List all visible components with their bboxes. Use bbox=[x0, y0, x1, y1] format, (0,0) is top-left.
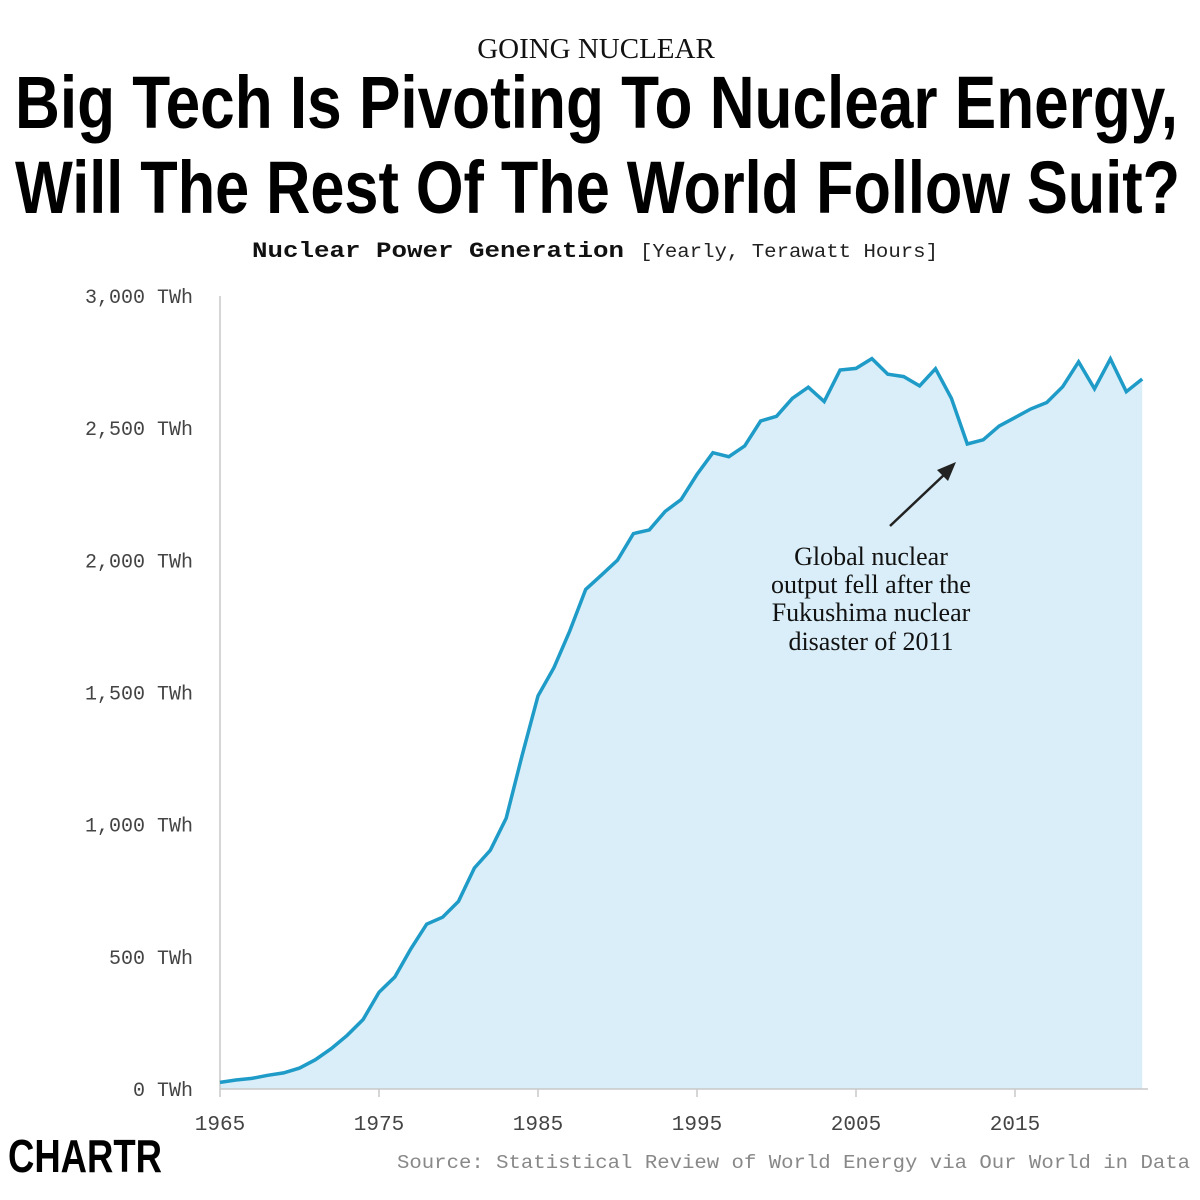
chartr-logo: CHARTR bbox=[8, 1130, 162, 1182]
source-note: Source: Statistical Review of World Ener… bbox=[397, 1152, 1190, 1174]
headline-line-1: Big Tech Is Pivoting To Nuclear Energy, bbox=[15, 61, 1178, 144]
y-tick-label: 1,000 TWh bbox=[85, 816, 193, 839]
x-tick-label: 1965 bbox=[195, 1114, 245, 1137]
y-axis-ticks: 0 TWh 500 TWh 1,000 TWh 1,500 TWh 2,000 TWh 2… bbox=[85, 287, 193, 1103]
y-tick-label: 3,000 TWh bbox=[85, 287, 193, 310]
chart-subtitle: [Yearly, Terawatt Hours] bbox=[640, 241, 938, 263]
annotation-arrow-head-icon bbox=[937, 462, 956, 481]
y-tick-label: 0 TWh bbox=[133, 1080, 193, 1103]
plot-area bbox=[219, 296, 1148, 1090]
y-tick-label: 1,500 TWh bbox=[85, 684, 193, 707]
x-axis-ticks: 1965 1975 1985 1995 2005 2015 bbox=[195, 1089, 1040, 1137]
annotation-line: Global nuclear bbox=[794, 542, 948, 571]
y-tick-label: 2,500 TWh bbox=[85, 419, 193, 442]
y-tick-label: 2,000 TWh bbox=[85, 551, 193, 574]
annotation: Global nuclear output fell after the Fuk… bbox=[771, 462, 971, 656]
y-tick-label: 500 TWh bbox=[109, 948, 193, 971]
chart-title: Nuclear Power Generation bbox=[252, 239, 624, 264]
x-tick-label: 2015 bbox=[990, 1114, 1040, 1137]
area-fill bbox=[220, 358, 1143, 1090]
annotation-line: Fukushima nuclear bbox=[772, 598, 971, 627]
headline-line-2: Will The Rest Of The World Follow Suit? bbox=[15, 146, 1180, 229]
x-tick-label: 1995 bbox=[672, 1114, 722, 1137]
annotation-arrow-shaft bbox=[889, 472, 947, 527]
annotation-line: output fell after the bbox=[771, 570, 971, 599]
x-tick-label: 1975 bbox=[354, 1114, 404, 1137]
kicker: GOING NUCLEAR bbox=[477, 33, 715, 65]
x-tick-label: 1985 bbox=[513, 1114, 563, 1137]
annotation-line: disaster of 2011 bbox=[788, 627, 953, 656]
x-tick-label: 2005 bbox=[831, 1114, 881, 1137]
